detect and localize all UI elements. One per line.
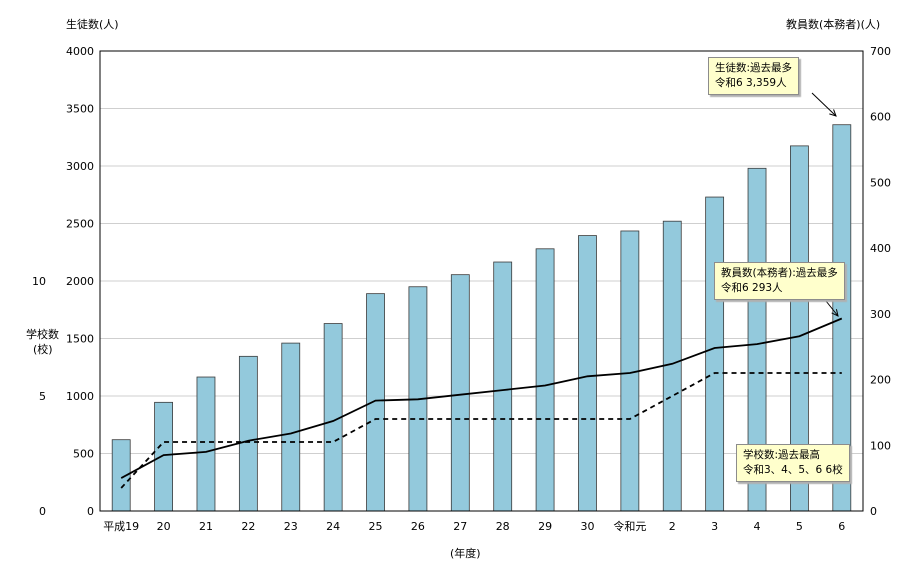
right-tick-label: 300 [870,308,891,321]
bar [535,248,555,512]
left-tick-label: 1500 [66,333,94,346]
bar [196,376,216,512]
x-tick-label: 29 [538,520,552,533]
school-tick-label: 5 [39,390,46,403]
school-tick-label: 10 [32,275,46,288]
annotation-students-line2: 令和6 3,359人 [715,77,787,89]
left-tick-label: 3500 [66,103,94,116]
x-tick-label: 22 [241,520,255,533]
right-tick-label: 600 [870,111,891,124]
school-axis-unit: (校) [33,343,53,356]
bar [238,355,258,512]
x-tick-label: 28 [496,520,510,533]
x-tick-label: 26 [411,520,425,533]
school-count-line [120,372,842,489]
bar [493,261,513,512]
bar [366,293,385,512]
bar [578,235,597,512]
bar [450,274,470,512]
left-tick-label: 1000 [66,390,94,403]
school-tick-label: 0 [39,505,46,518]
bar [154,401,173,512]
x-tick-label: 4 [754,520,761,533]
x-axis-title: (年度) [450,547,481,560]
right-tick-label: 700 [870,45,891,58]
callout-arrows [811,92,839,317]
right-axis-title: 教員数(本務者)(人) [786,18,881,31]
x-tick-label: 23 [284,520,298,533]
callout-arrow [811,92,837,117]
left-tick-label: 4000 [66,45,94,58]
bar [281,342,301,512]
x-tick-label: 21 [199,520,213,533]
left-tick-label: 2500 [66,218,94,231]
annotation-students-line1: 生徒数:過去最多 [715,62,793,74]
right-tick-label: 100 [870,439,891,452]
x-tick-label: 2 [669,520,676,533]
right-tick-label: 400 [870,242,891,255]
right-tick-label: 500 [870,176,891,189]
teacher-count-line [120,317,843,479]
bar [662,220,682,512]
left-tick-label: 500 [73,448,94,461]
annotation-teachers-line1: 教員数(本務者):過去最多 [721,267,838,279]
x-tick-label: 令和元 [613,519,646,533]
callout-arrow-head [829,109,837,117]
left-axis-title: 生徒数(人) [66,18,119,31]
x-tick-label: 6 [838,520,845,533]
x-tick-label: 20 [157,520,171,533]
x-tick-label: 25 [369,520,383,533]
line-series [120,317,843,489]
plot-border [99,50,864,512]
bar [705,196,725,512]
callout-arrow-head [831,309,839,317]
annotation-schools-line2: 令和3、4、5、6 6校 [743,464,843,476]
x-tick-label: 24 [326,520,340,533]
left-tick-label: 0 [87,505,94,518]
x-tick-label: 27 [453,520,467,533]
annotation-schools-line1: 学校数:過去最高 [743,449,821,461]
right-tick-label: 200 [870,374,891,387]
left-tick-label: 3000 [66,160,94,173]
annotation-students: 生徒数:過去最多 令和6 3,359人 [708,57,800,95]
x-tick-label: 5 [796,520,803,533]
x-tick-label: 平成19 [103,520,139,533]
x-tick-label: 3 [711,520,718,533]
x-tick-label: 30 [580,520,594,533]
annotation-schools: 学校数:過去最高 令和3、4、5、6 6校 [736,444,850,482]
annotation-teachers: 教員数(本務者):過去最多 令和6 293人 [714,262,845,300]
annotation-teachers-line2: 令和6 293人 [721,282,783,294]
left-tick-label: 2000 [66,275,94,288]
plot-frame [99,50,864,512]
tick-labels: 0500100015002000250030003500400001002003… [32,45,891,533]
gridlines [100,50,863,454]
school-axis-title: 学校数 [26,328,59,341]
right-tick-label: 0 [870,505,877,518]
